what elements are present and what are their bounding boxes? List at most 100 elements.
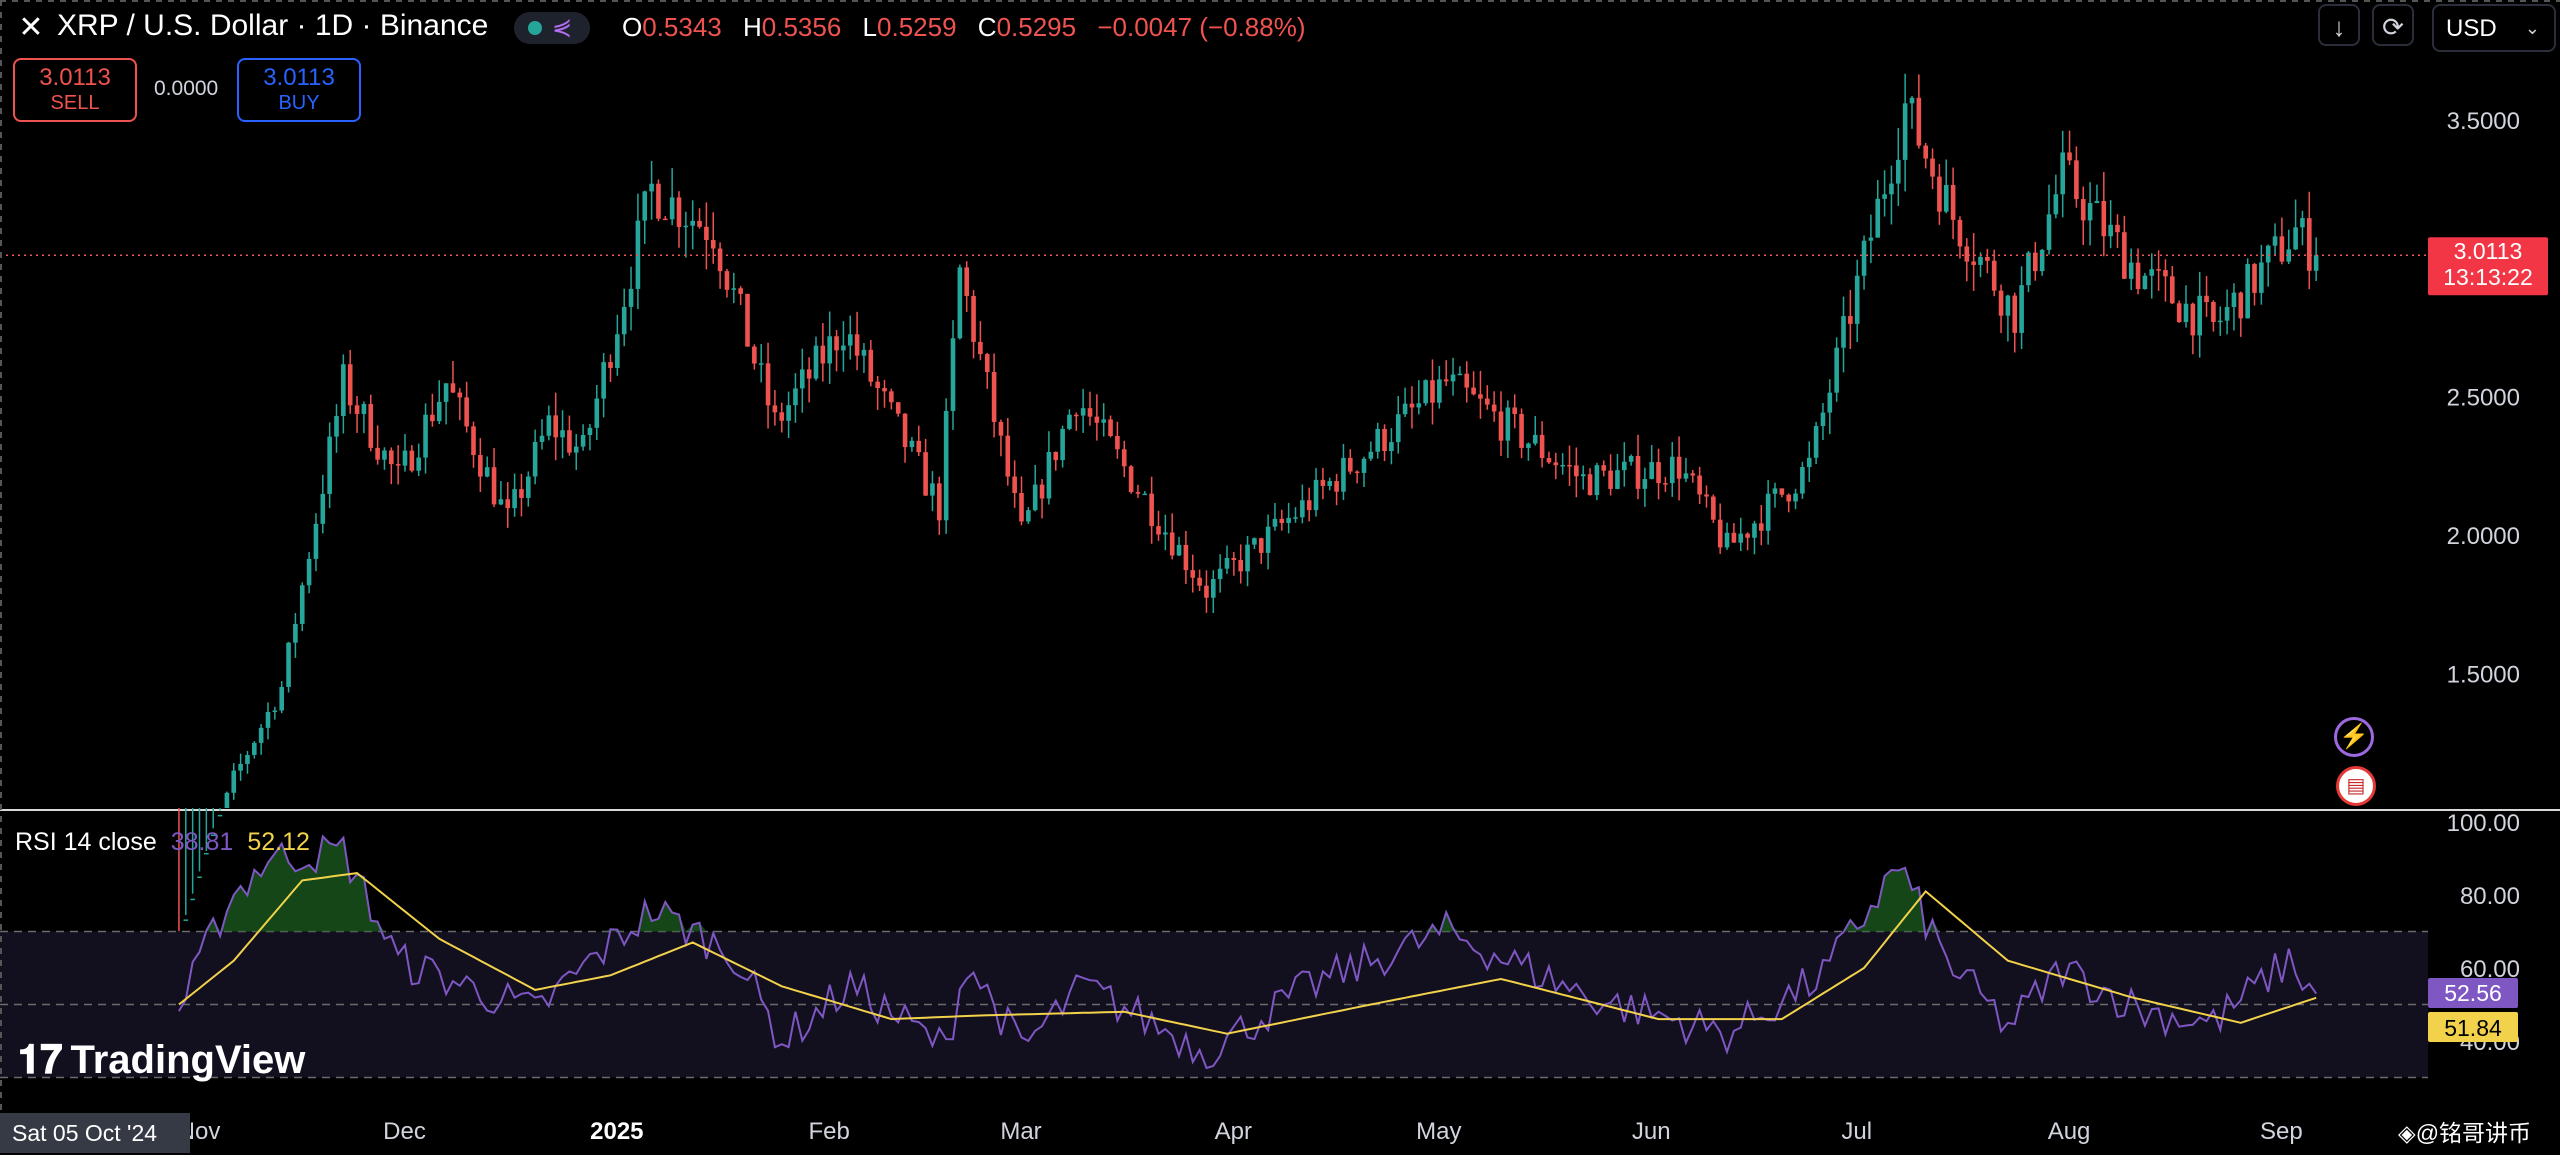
candle-body	[1211, 579, 1216, 598]
candle-body	[546, 415, 552, 436]
candle-body	[1532, 434, 1538, 444]
last-price-tag-price: 3.0113	[2454, 238, 2523, 264]
buy-label: BUY	[278, 92, 320, 114]
candle-body	[1478, 394, 1483, 399]
candle-body	[2245, 264, 2250, 319]
candle-body	[2183, 303, 2189, 323]
left-border	[0, 0, 2, 1110]
candle-body	[2238, 292, 2244, 319]
candle-body	[779, 412, 785, 421]
candle-body	[252, 742, 257, 755]
candle-body	[1875, 198, 1881, 238]
refresh-icon[interactable]: ⟳	[2372, 4, 2414, 46]
candle-body	[1320, 479, 1326, 486]
share-icon[interactable]: ⋞	[552, 14, 573, 41]
candle-body	[1567, 464, 1572, 467]
low-label: L	[862, 12, 878, 42]
close-icon[interactable]: ✕	[18, 11, 44, 44]
time-axis-tick: 2025	[590, 1118, 643, 1145]
candle-body	[2156, 269, 2161, 271]
candle-body	[471, 426, 476, 456]
candle-body	[1204, 585, 1209, 598]
candle-body	[409, 450, 415, 471]
time-axis-tick: Feb	[809, 1118, 850, 1145]
candle-body	[1601, 465, 1607, 471]
candle-body	[1258, 538, 1264, 553]
candle-body	[1197, 577, 1202, 586]
market-status-pill[interactable]	[514, 12, 590, 44]
us-flag-icon[interactable]: ▤	[2336, 766, 2376, 806]
candle-body	[923, 452, 928, 496]
candle-body	[1108, 419, 1113, 436]
candle-body	[1998, 290, 2004, 316]
candle-body	[2142, 275, 2148, 290]
candle-body	[1074, 414, 1079, 417]
candle-body	[841, 345, 846, 351]
candle-body	[1553, 462, 1559, 466]
price-axis-tick: 2.5000	[2447, 385, 2520, 412]
candle-body	[272, 710, 278, 712]
candle-body	[334, 415, 339, 437]
candle-body	[1943, 184, 1949, 212]
candle-body	[1752, 523, 1757, 538]
candle-body	[601, 362, 606, 399]
candle-body	[519, 489, 524, 498]
rsi-last-tag	[2428, 978, 2518, 1008]
candle-body	[183, 919, 189, 921]
candle-body	[663, 218, 668, 221]
candle-body	[1142, 493, 1148, 496]
candle-body	[615, 334, 620, 368]
candle-body	[416, 457, 421, 471]
candle-body	[354, 405, 360, 414]
sell-button[interactable]: 3.0113 SELL	[13, 58, 137, 122]
candle-body	[1080, 408, 1086, 416]
candle-body	[1115, 435, 1120, 450]
candle-body	[368, 403, 374, 448]
candle-body	[943, 410, 949, 521]
time-axis-tick: May	[1416, 1118, 1461, 1145]
candle-body	[1937, 176, 1942, 212]
tradingview-logo[interactable]: 𝟏𝟕 TradingView	[18, 1038, 305, 1083]
candle-body	[320, 493, 326, 524]
rsi-ma-last-tag-value: 51.84	[2444, 1015, 2502, 1041]
candle-body	[813, 345, 819, 379]
candle-body	[279, 686, 284, 711]
candle-body	[1395, 414, 1401, 443]
candle-body	[553, 415, 558, 438]
candle-body	[2053, 194, 2059, 215]
currency-select[interactable]: USD ⌄	[2432, 4, 2556, 52]
lightning-icon[interactable]: ⚡	[2334, 717, 2374, 757]
candle-body	[1019, 492, 1024, 522]
candle-body	[539, 435, 545, 442]
candle-body	[1711, 496, 1716, 520]
download-arrow-icon[interactable]: ↓	[2318, 4, 2360, 46]
rsi-ma-line	[178, 872, 2317, 1035]
candle-body	[895, 402, 901, 414]
candle-body	[656, 183, 661, 219]
candle-body	[2033, 252, 2038, 272]
rsi-name: RSI 14 close	[15, 828, 157, 856]
rsi-legend[interactable]: RSI 14 close 38.81 52.12	[15, 828, 310, 857]
candle-body	[1389, 442, 1394, 452]
candle-body	[594, 398, 600, 428]
candle-body	[1087, 408, 1093, 417]
candle-body	[2300, 218, 2305, 228]
candle-body	[1032, 484, 1038, 511]
candle-body	[382, 450, 387, 460]
candle-body	[1437, 379, 1442, 403]
candle-body	[347, 364, 353, 406]
symbol-title[interactable]: XRP / U.S. Dollar · 1D · Binance	[57, 9, 489, 42]
candle-body	[1642, 479, 1648, 489]
candle-body	[2094, 200, 2100, 204]
candle-body	[2039, 249, 2045, 272]
close-label: C	[977, 12, 997, 42]
candle-body	[1580, 474, 1586, 477]
close-value: 0.5295	[996, 12, 1077, 42]
candle-body	[1628, 455, 1634, 462]
high-value: 0.5356	[761, 12, 842, 42]
candle-body	[1950, 184, 1956, 220]
candle-body	[1759, 523, 1764, 531]
candle-body	[2279, 236, 2285, 262]
buy-button[interactable]: 3.0113 BUY	[237, 58, 361, 122]
